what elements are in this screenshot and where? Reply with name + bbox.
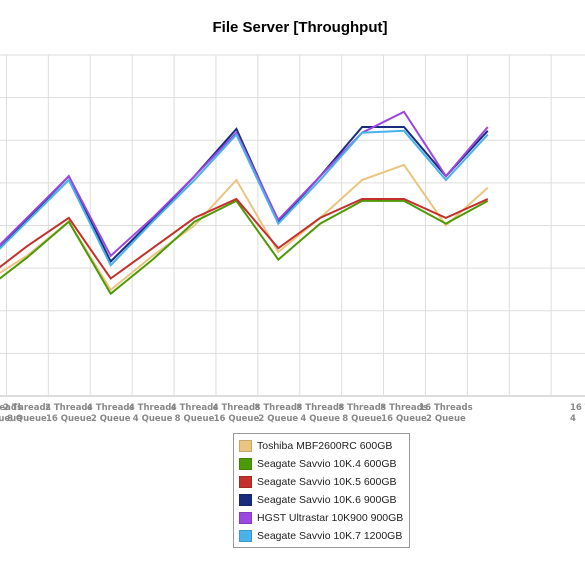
x-tick-label: 4 Threads (213, 403, 261, 413)
legend-item: Seagate Savvio 10K.5 600GB (234, 473, 409, 491)
x-tick-label: 8 Threads (255, 403, 303, 413)
x-tick-label: 2 Queue (426, 414, 466, 424)
x-tick-label: 2 Queue (258, 414, 298, 424)
series-line-3 (0, 197, 489, 280)
legend-swatch (239, 530, 252, 542)
x-tick-label: 8 Queue (7, 414, 47, 424)
x-tick-label: 16 T (570, 403, 585, 413)
legend-label: Toshiba MBF2600RC 600GB (257, 440, 393, 452)
legend-item: Seagate Savvio 10K.7 1200GB (234, 527, 409, 545)
series-line-5 (0, 110, 489, 258)
x-tick-label: 4 Threads (129, 403, 177, 413)
legend-label: HGST Ultrastar 10K900 900GB (257, 512, 404, 524)
series-line-2 (0, 199, 489, 296)
legend-swatch (239, 440, 252, 452)
gridlines (0, 54, 585, 397)
legend-label: Seagate Savvio 10K.7 1200GB (257, 530, 403, 542)
x-tick-label: 4 (570, 414, 576, 424)
x-tick-label: ueue (0, 414, 22, 424)
legend-item: HGST Ultrastar 10K900 900GB (234, 509, 409, 527)
x-tick-label: 2 Threads (3, 403, 51, 413)
legend-label: Seagate Savvio 10K.5 600GB (257, 476, 397, 488)
legend-swatch (239, 458, 252, 470)
legend-item: Seagate Savvio 10K.4 600GB (234, 455, 409, 473)
x-tick-label: 8 Threads (338, 403, 386, 413)
x-tick-label: 4 Queue (133, 414, 173, 424)
x-tick-label: 16 Queue (381, 414, 427, 424)
legend-swatch (239, 494, 252, 506)
x-tick-label: 4 Threads (171, 403, 219, 413)
legend-item: Toshiba MBF2600RC 600GB (234, 437, 409, 455)
x-tick-label: 4 Queue (300, 414, 340, 424)
chart-title: File Server [Throughput] (212, 19, 388, 36)
x-tick-label: 8 Queue (342, 414, 382, 424)
legend-label: Seagate Savvio 10K.6 900GB (257, 494, 397, 506)
x-tick-label: 2 Threads (45, 403, 93, 413)
x-tick-label: hreads (0, 403, 22, 413)
x-tick-label: 16 Queue (214, 414, 260, 424)
x-tick-label: 8 Threads (296, 403, 344, 413)
legend-item: Seagate Savvio 10K.6 900GB (234, 491, 409, 509)
legend-label: Seagate Savvio 10K.4 600GB (257, 458, 397, 470)
x-tick-label: 8 Threads (380, 403, 428, 413)
legend-swatch (239, 512, 252, 524)
x-tick-label: 16 Threads (419, 403, 472, 413)
series-lines (0, 110, 489, 296)
x-tick-label: 2 Queue (91, 414, 131, 424)
series-line-6 (0, 129, 489, 268)
x-tick-label: 8 Queue (175, 414, 215, 424)
x-tick-label: 16 Queue (46, 414, 92, 424)
legend-swatch (239, 476, 252, 488)
legend: Toshiba MBF2600RC 600GB Seagate Savvio 10… (233, 433, 410, 548)
x-tick-label: 4 Threads (87, 403, 135, 413)
